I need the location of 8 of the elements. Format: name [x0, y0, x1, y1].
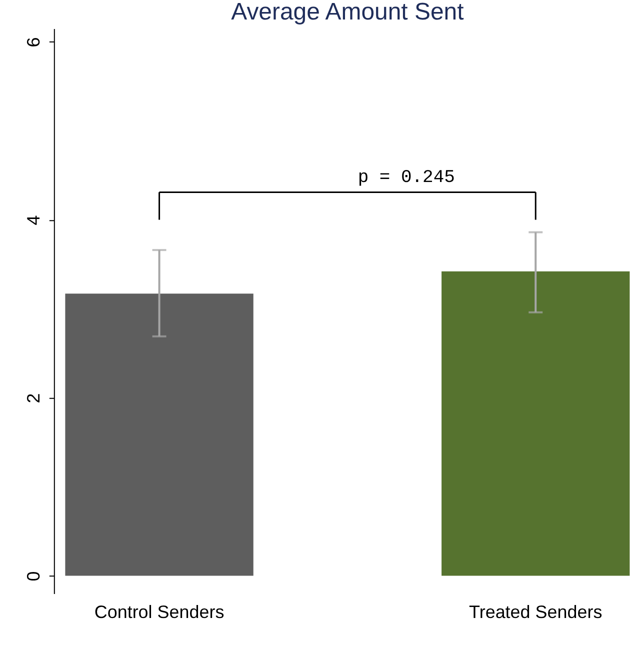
- annotation: p = 0.245: [358, 168, 455, 188]
- y-tick-label: 4: [23, 215, 44, 226]
- x-tick-label: Control Senders: [94, 602, 224, 622]
- y-tick-label: 6: [23, 37, 44, 48]
- y-tick-label: 0: [23, 571, 44, 582]
- chart-title: Average Amount Sent: [231, 0, 464, 26]
- y-tick-label: 2: [23, 393, 44, 404]
- x-tick-label: Treated Senders: [469, 602, 602, 622]
